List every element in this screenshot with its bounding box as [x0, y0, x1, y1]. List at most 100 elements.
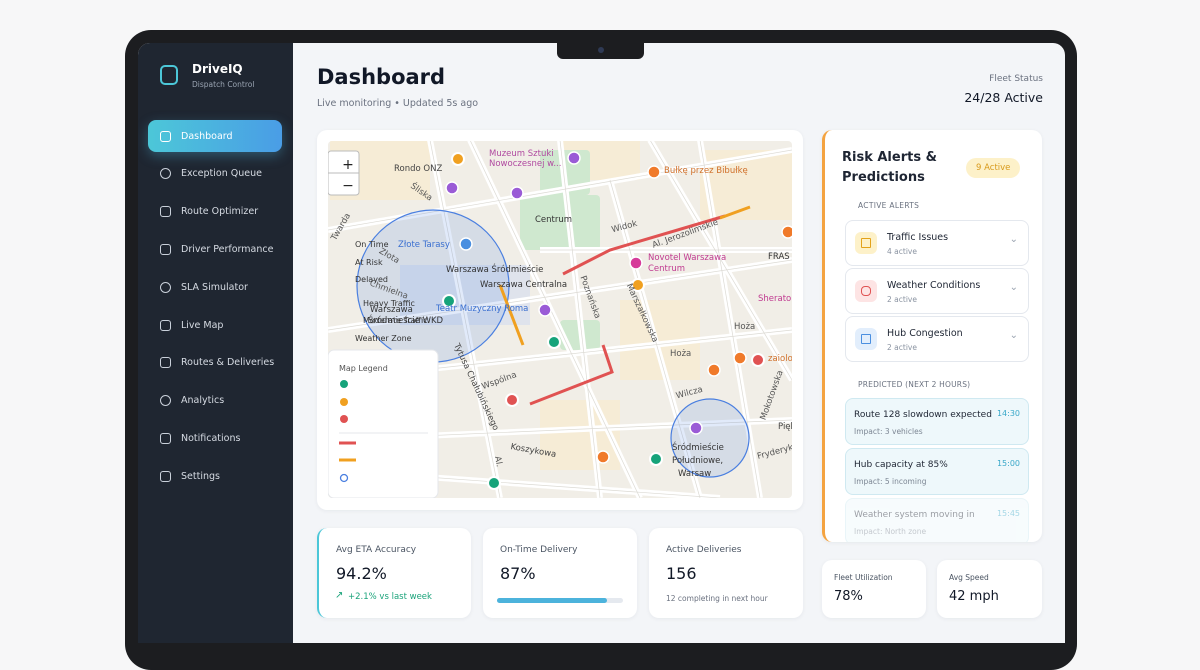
poi-marker — [567, 151, 581, 165]
prediction-title: Weather system moving in — [854, 510, 975, 520]
alert-card[interactable]: Hub Congestion 2 active ⌄ — [845, 316, 1029, 362]
zoom-control[interactable]: +− — [328, 150, 360, 196]
vehicle-marker — [547, 335, 561, 349]
vehicle-marker — [451, 152, 465, 166]
kpi-card: Active Deliveries 156 12 completing in nex… — [649, 528, 803, 618]
trend-icon: ↗ — [335, 590, 344, 601]
poi-marker — [510, 186, 524, 200]
nav-label: Settings — [181, 470, 220, 482]
map-label: Muzeum Sztuki — [489, 149, 554, 159]
sidebar: DriveIQ Dispatch Control Dashboard Except… — [138, 43, 293, 643]
badge: 9 Active — [966, 158, 1021, 178]
nav-icon — [160, 243, 171, 255]
map-label: Warszawa — [370, 305, 413, 315]
nav-item[interactable]: Notifications — [148, 422, 282, 454]
prediction-time: 15:45 — [996, 509, 1020, 518]
kpi-value: 156 — [666, 564, 697, 583]
nav-item[interactable]: Settings — [148, 460, 282, 492]
alert-name: Traffic Issues — [887, 232, 949, 243]
map-label: Hoża — [670, 349, 691, 359]
camera — [598, 47, 604, 53]
alert-glyph — [861, 286, 871, 296]
prediction-card[interactable]: Weather system moving in 15:45 Impact: Nor… — [845, 498, 1029, 542]
nav-item[interactable]: Route Optimizer — [148, 196, 282, 228]
chevron: ⌄ — [1009, 282, 1018, 293]
map-label: Śródmieście WKD — [368, 314, 444, 326]
prediction-title: Hub capacity at 85% — [854, 460, 948, 470]
fleet-value: 24/28 Active — [964, 90, 1043, 105]
mini-value: 42 mph — [949, 589, 999, 604]
progress-bar — [497, 598, 607, 603]
alert-glyph — [861, 334, 871, 344]
chevron: ⌄ — [1009, 234, 1018, 245]
map-label: Złote Tarasy — [398, 240, 450, 250]
map-label: FRAS — [768, 252, 790, 262]
nav-item[interactable]: Driver Performance — [148, 233, 282, 265]
prediction-time: 14:30 — [996, 409, 1020, 418]
moderate-traffic — [498, 284, 525, 346]
prediction-card[interactable]: Hub capacity at 85% 15:00 Impact: 5 incomi… — [845, 448, 1029, 495]
map-label: Hoża — [734, 322, 755, 332]
legend-dot — [340, 380, 348, 388]
prediction-card[interactable]: Route 128 slowdown expected 14:30 Impact: … — [845, 398, 1029, 445]
legend-dot — [340, 398, 348, 406]
map-label: Południowe, — [672, 456, 723, 466]
nav-label: Live Map — [181, 319, 224, 331]
heavy-traffic — [529, 344, 614, 406]
street-edge — [470, 141, 641, 498]
vehicle-marker — [751, 353, 765, 367]
prediction-title: Route 128 slowdown expected — [854, 410, 992, 420]
nav-icon — [160, 470, 171, 482]
zoom-in: + — [342, 157, 354, 173]
alert-count: 4 active — [887, 247, 917, 256]
heavy-traffic — [562, 214, 726, 276]
nav-icon — [160, 395, 171, 407]
map-label: Śródmieście — [672, 441, 724, 453]
alert-card[interactable]: Weather Conditions 2 active ⌄ — [845, 268, 1029, 314]
street-edge — [699, 141, 761, 498]
brand: DriveIQ — [192, 62, 243, 76]
nav-icon — [160, 319, 171, 331]
street-edge — [650, 141, 792, 381]
poi-marker — [647, 165, 661, 179]
section-heading: ACTIVE ALERTS — [858, 201, 920, 210]
alert-count: 2 active — [887, 343, 917, 352]
map-label: Al. — [492, 455, 504, 467]
alert-icon — [855, 280, 877, 302]
nav-item[interactable]: Live Map — [148, 309, 282, 341]
prediction-time: 15:00 — [996, 459, 1020, 468]
map-label: Sheraton — [758, 294, 792, 304]
alert-icon — [855, 232, 877, 254]
nav-item[interactable]: Exception Queue — [148, 158, 282, 190]
poi-marker — [459, 237, 473, 251]
nav-label: Dashboard — [181, 130, 233, 142]
alerts-title: Predictions — [842, 170, 925, 185]
mini-label: Fleet Utilization — [834, 573, 893, 582]
kpi-value: 94.2% — [336, 564, 387, 583]
map-label: Teatr Muzyczny Roma — [435, 304, 528, 314]
nav-item[interactable]: SLA Simulator — [148, 271, 282, 303]
prediction-impact: Impact: 3 vehicles — [854, 427, 923, 436]
vehicle-marker — [442, 294, 456, 308]
alerts-title: Risk Alerts & — [842, 150, 937, 165]
nav-item[interactable]: Routes & Deliveries — [148, 347, 282, 379]
nav-item[interactable]: Analytics — [148, 385, 282, 417]
alert-card[interactable]: Traffic Issues 4 active ⌄ — [845, 220, 1029, 266]
nav-item[interactable]: Dashboard — [148, 120, 282, 152]
poi-marker — [445, 181, 459, 195]
kpi-note: +2.1% vs last week — [348, 592, 432, 602]
map-label: Bułkę przez Bibułkę — [664, 166, 748, 176]
poi-marker — [629, 256, 643, 270]
nav-label: Routes & Deliveries — [181, 357, 275, 369]
kpi-value: 87% — [500, 564, 536, 583]
alerts-panel: Risk Alerts & Predictions 9 Active ACTIV… — [822, 130, 1042, 542]
nav-label: Analytics — [181, 395, 225, 407]
map-label: Warsaw — [678, 469, 711, 479]
map-label: Piękna — [778, 422, 792, 432]
kpi-card: Avg ETA Accuracy 94.2% +2.1% vs last week ↗ — [317, 528, 471, 618]
map-label: Warszawa Śródmieście — [446, 263, 543, 275]
map-label: Rondo ONZ — [394, 164, 442, 174]
progress-track — [497, 598, 623, 603]
nav-icon — [160, 357, 171, 369]
